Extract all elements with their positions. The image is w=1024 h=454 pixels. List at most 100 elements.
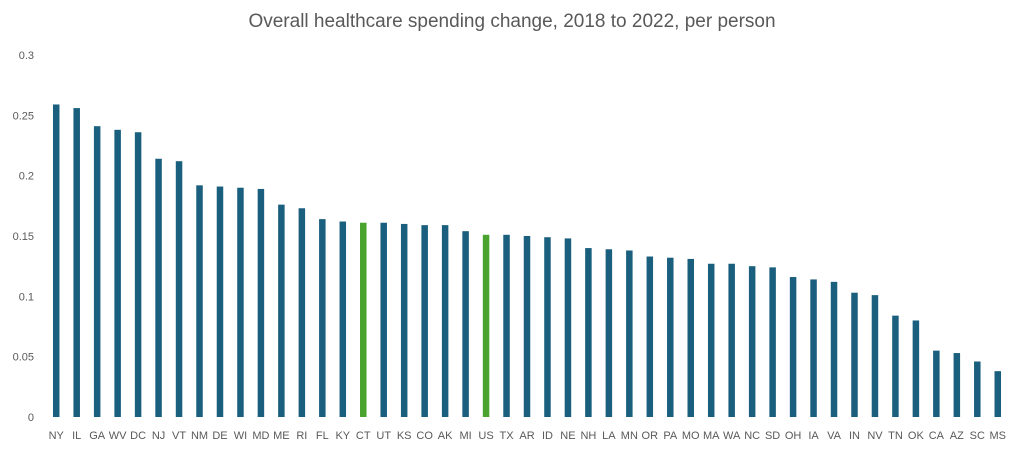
x-tick-label: NV [867, 430, 883, 442]
x-tick-label: UT [376, 430, 391, 442]
bar-sc [974, 361, 981, 417]
bar-mo [687, 258, 694, 417]
bar-ct [360, 222, 367, 417]
bar-ak [441, 225, 449, 417]
x-tick-label: LA [602, 430, 616, 442]
x-tick-label: MS [990, 430, 1007, 442]
x-tick-label: KS [397, 430, 412, 442]
x-tick-label: TN [888, 430, 903, 442]
bar-de [216, 186, 224, 417]
bar-nc [748, 266, 756, 417]
bar-il [73, 108, 80, 417]
x-tick-label: OR [642, 430, 659, 442]
bar-wv [114, 129, 121, 417]
y-tick-label: 0.15 [13, 231, 34, 243]
bar-nm [196, 185, 203, 417]
x-tick-label: ID [542, 430, 553, 442]
bar-mi [462, 231, 469, 417]
y-axis: 0 0.05 0.1 0.15 0.2 0.25 0.3 [13, 50, 34, 424]
bar-us [482, 234, 490, 417]
x-tick-label: NC [744, 430, 760, 442]
x-tick-label: PA [663, 430, 678, 442]
x-tick-label: WI [234, 430, 247, 442]
y-tick-label: 0 [28, 412, 34, 424]
bar-in [851, 292, 858, 417]
bar-nh [585, 248, 592, 417]
x-axis: NY IL GA WV DC NJ VT NM DE WI MD ME RI FL KY CT UT KS CO AK… [49, 430, 1006, 442]
bar-dc [134, 132, 142, 418]
x-tick-label: IA [808, 430, 819, 442]
bar-co [421, 225, 428, 417]
bar-nj [155, 158, 162, 417]
y-tick-label: 0.1 [19, 291, 34, 303]
bar-nv [871, 295, 879, 417]
x-tick-label: ME [273, 430, 290, 442]
bar-ks [400, 223, 408, 417]
bar-id [544, 237, 551, 417]
bar-me [278, 204, 285, 417]
x-tick-label: MO [682, 430, 700, 442]
x-tick-label: CT [356, 430, 371, 442]
x-tick-label: SD [765, 430, 780, 442]
bar-oh [789, 277, 797, 417]
x-tick-label: KY [335, 430, 350, 442]
bar-sd [769, 267, 776, 417]
y-tick-label: 0.2 [19, 171, 34, 183]
bar-fl [319, 219, 326, 417]
x-tick-label: AZ [950, 430, 964, 442]
bar-ky [339, 221, 347, 417]
x-tick-label: IN [849, 430, 860, 442]
x-tick-label: SC [970, 430, 985, 442]
bar-pa [667, 257, 674, 417]
x-tick-label: VA [827, 430, 842, 442]
bar-ny [52, 104, 60, 417]
bar-ga [93, 126, 101, 417]
bars [52, 104, 1002, 418]
bar-ut [380, 222, 387, 417]
x-tick-label: NJ [152, 430, 165, 442]
x-tick-label: MA [703, 430, 720, 442]
x-tick-label: TX [499, 430, 514, 442]
x-tick-label: DC [130, 430, 146, 442]
x-tick-label: VT [172, 430, 186, 442]
bar-ms [994, 371, 1002, 417]
bar-ne [564, 238, 572, 417]
x-tick-label: GA [89, 430, 106, 442]
x-tick-label: NY [49, 430, 65, 442]
chart-title: Overall healthcare spending change, 2018… [248, 11, 776, 32]
bar-ar [523, 236, 531, 417]
x-tick-label: NE [560, 430, 575, 442]
y-tick-label: 0.3 [19, 50, 34, 62]
bar-ri [298, 208, 306, 417]
bar-va [830, 281, 838, 417]
bar-tn [892, 315, 899, 417]
x-tick-label: WV [109, 430, 127, 442]
x-tick-label: AK [438, 430, 453, 442]
bar-ma [707, 263, 715, 417]
y-tick-label: 0.25 [13, 110, 34, 122]
x-tick-label: DE [212, 430, 227, 442]
bar-la [605, 249, 613, 417]
x-tick-label: MN [621, 430, 638, 442]
x-tick-label: NH [580, 430, 596, 442]
x-tick-label: CO [416, 430, 433, 442]
x-tick-label: RI [296, 430, 307, 442]
bar-or [646, 256, 654, 417]
bar-tx [503, 234, 510, 417]
x-tick-label: US [478, 430, 493, 442]
x-tick-label: OH [785, 430, 802, 442]
bar-vt [175, 161, 183, 417]
y-tick-label: 0.05 [13, 352, 34, 364]
x-tick-label: IL [72, 430, 81, 442]
bar-wi [237, 187, 244, 417]
x-tick-label: AR [519, 430, 534, 442]
x-tick-label: NM [191, 430, 208, 442]
bar-ia [810, 279, 817, 417]
bar-ca [933, 350, 940, 417]
bar-md [257, 188, 265, 417]
bar-mn [626, 250, 633, 417]
x-tick-label: CA [929, 430, 945, 442]
bar-az [953, 353, 961, 417]
bar-ok [912, 320, 920, 417]
